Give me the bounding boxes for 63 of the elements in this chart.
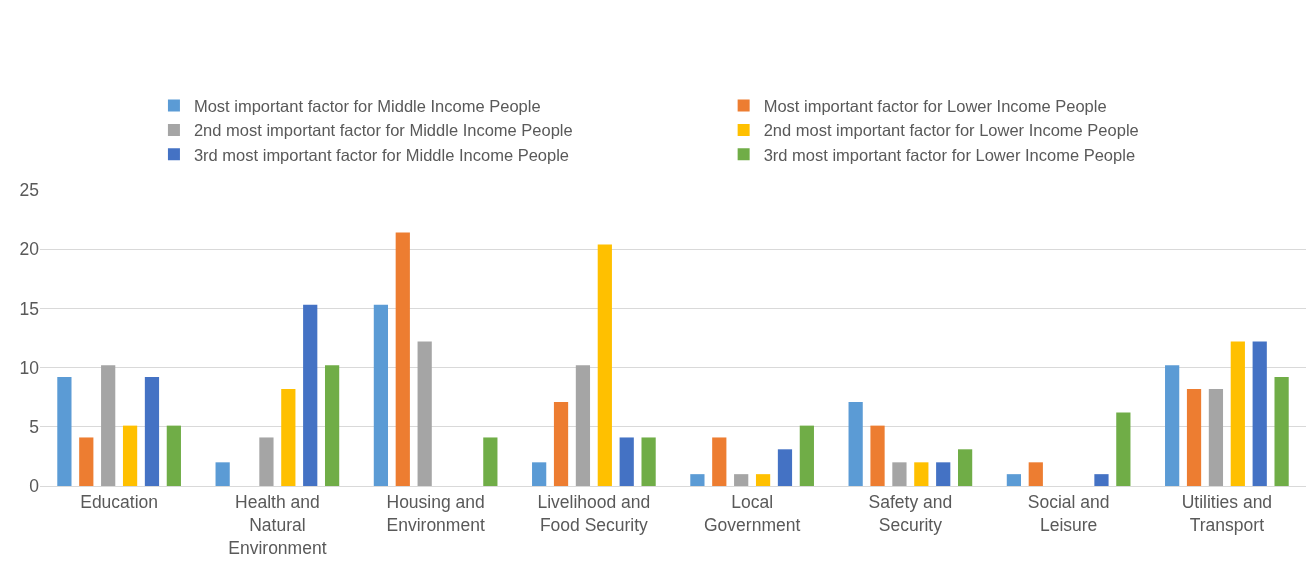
bar bbox=[799, 425, 814, 486]
legend-label: 3rd most important factor for Middle Income People bbox=[193, 145, 570, 164]
bar bbox=[597, 244, 612, 486]
bar bbox=[575, 365, 591, 486]
bar bbox=[755, 474, 771, 486]
y-tick-label: 10 bbox=[19, 357, 40, 378]
bar bbox=[848, 401, 863, 486]
bar bbox=[690, 474, 705, 486]
bar bbox=[303, 304, 318, 486]
x-tick-label: Livelihood and Food Security bbox=[537, 492, 651, 535]
bar bbox=[870, 425, 885, 486]
bar bbox=[936, 462, 951, 486]
bar bbox=[1006, 474, 1022, 486]
y-tick-label: 0 bbox=[29, 476, 40, 497]
bar bbox=[734, 474, 749, 486]
y-tick-label: 25 bbox=[19, 180, 39, 201]
legend-label: 2nd most important factor for Lower Income People bbox=[763, 121, 1139, 140]
bar bbox=[1186, 388, 1202, 486]
bar bbox=[122, 425, 138, 486]
bar bbox=[373, 304, 389, 486]
bar bbox=[1165, 365, 1180, 486]
y-tick-label: 20 bbox=[19, 239, 40, 260]
bar bbox=[1116, 412, 1131, 486]
bar bbox=[1028, 462, 1043, 486]
y-tick-label: 15 bbox=[19, 298, 39, 319]
x-tick-label: Housing and Environment bbox=[386, 492, 485, 535]
bar bbox=[166, 425, 181, 486]
x-tick-label: Health and Natural Environment bbox=[228, 492, 327, 558]
bar bbox=[641, 437, 656, 486]
legend-label: Most important factor for Middle Income People bbox=[193, 96, 541, 115]
x-tick-label: Utilities and Transport bbox=[1181, 492, 1273, 535]
bar bbox=[417, 341, 432, 486]
bar bbox=[1094, 474, 1109, 486]
bar bbox=[483, 437, 498, 486]
bar bbox=[1274, 377, 1289, 486]
bar bbox=[1252, 341, 1267, 486]
bar bbox=[777, 449, 793, 486]
x-tick-label: Social and Leisure bbox=[1027, 492, 1110, 535]
bar bbox=[712, 437, 727, 486]
bar bbox=[281, 388, 296, 486]
legend-label: 3rd most important factor for Lower Income People bbox=[763, 145, 1136, 164]
x-tick-label: Education bbox=[80, 492, 159, 512]
x-tick-label: Safety and Security bbox=[868, 492, 953, 535]
legend-label: 2nd most important factor for Middle Income People bbox=[193, 121, 573, 140]
bar bbox=[914, 462, 929, 486]
y-tick-label: 5 bbox=[29, 416, 39, 437]
bar bbox=[619, 437, 634, 486]
bar bbox=[892, 462, 907, 486]
bar bbox=[215, 462, 230, 486]
bar bbox=[957, 449, 973, 486]
x-tick-label: Local Government bbox=[703, 492, 801, 535]
bar bbox=[144, 377, 160, 486]
bar bbox=[553, 401, 569, 486]
bar bbox=[79, 437, 94, 486]
bar bbox=[532, 462, 547, 486]
bar bbox=[324, 365, 340, 486]
bar bbox=[1208, 388, 1224, 486]
bar bbox=[395, 232, 410, 486]
bar bbox=[259, 437, 274, 486]
bar bbox=[1230, 341, 1245, 486]
bar bbox=[101, 365, 116, 486]
legend-label: Most important factor for Lower Income People bbox=[763, 96, 1107, 115]
bar bbox=[57, 377, 72, 486]
